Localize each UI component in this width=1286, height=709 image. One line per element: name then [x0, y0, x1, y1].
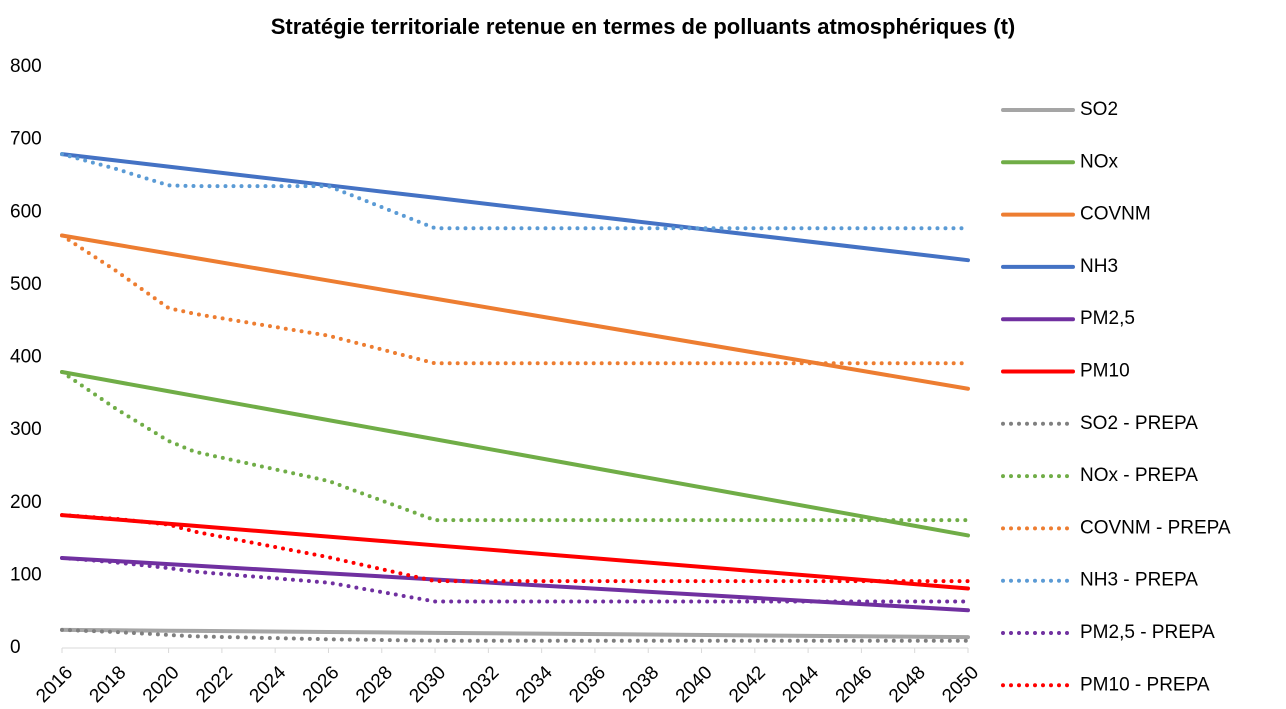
legend-label: COVNM — [1080, 204, 1151, 225]
series-line — [60, 370, 970, 523]
series-line — [60, 627, 970, 640]
series-line — [60, 555, 970, 604]
legend-label: PM2,5 — [1080, 308, 1135, 329]
legend-label: NH3 — [1080, 256, 1118, 277]
x-tick-label: 2038 — [619, 662, 664, 707]
series-line — [60, 152, 970, 263]
legend-label: NOx - PREPA — [1080, 465, 1198, 486]
legend-label: PM2,5 - PREPA — [1080, 622, 1215, 643]
legend-label: PM10 - PREPA — [1080, 674, 1210, 695]
x-tick-label: 2042 — [725, 662, 770, 707]
x-tick-label: 2016 — [32, 662, 77, 707]
legend-label: NOx — [1080, 151, 1119, 172]
x-tick-label: 2020 — [139, 662, 184, 707]
y-tick-label: 0 — [10, 637, 21, 658]
legend-label: SO2 - PREPA — [1080, 413, 1198, 434]
y-tick-label: 800 — [10, 56, 42, 77]
series-line — [60, 370, 970, 538]
legend-label: PM10 — [1080, 361, 1130, 382]
x-tick-label: 2024 — [246, 662, 291, 707]
series-line — [60, 555, 970, 613]
legend-label: NH3 - PREPA — [1080, 570, 1198, 591]
x-tick-label: 2034 — [512, 662, 557, 707]
legend-label: COVNM - PREPA — [1080, 517, 1231, 538]
x-tick-label: 2040 — [672, 662, 717, 707]
x-tick-label: 2022 — [192, 662, 237, 707]
x-tick-label: 2050 — [938, 662, 983, 707]
chart-title: Stratégie territoriale retenue en termes… — [271, 14, 1016, 39]
y-tick-label: 500 — [10, 274, 42, 295]
y-tick-label: 200 — [10, 492, 42, 513]
x-tick-label: 2048 — [885, 662, 930, 707]
legend-label: SO2 — [1080, 99, 1118, 120]
series-line — [60, 513, 970, 591]
x-tick-label: 2018 — [86, 662, 131, 707]
y-tick-label: 700 — [10, 129, 42, 150]
x-tick-label: 2046 — [832, 662, 877, 707]
y-tick-label: 300 — [10, 419, 42, 440]
y-tick-label: 400 — [10, 347, 42, 368]
series-line — [60, 152, 970, 231]
x-tick-label: 2036 — [565, 662, 610, 707]
series-line — [60, 513, 970, 584]
x-tick-label: 2026 — [299, 662, 344, 707]
x-tick-label: 2032 — [459, 662, 504, 707]
series-line — [60, 233, 970, 366]
x-tick-label: 2044 — [778, 662, 823, 707]
series-line — [60, 233, 970, 391]
y-tick-label: 600 — [10, 201, 42, 222]
x-tick-label: 2030 — [405, 662, 450, 707]
x-tick-label: 2028 — [352, 662, 397, 707]
y-tick-label: 100 — [10, 564, 42, 585]
